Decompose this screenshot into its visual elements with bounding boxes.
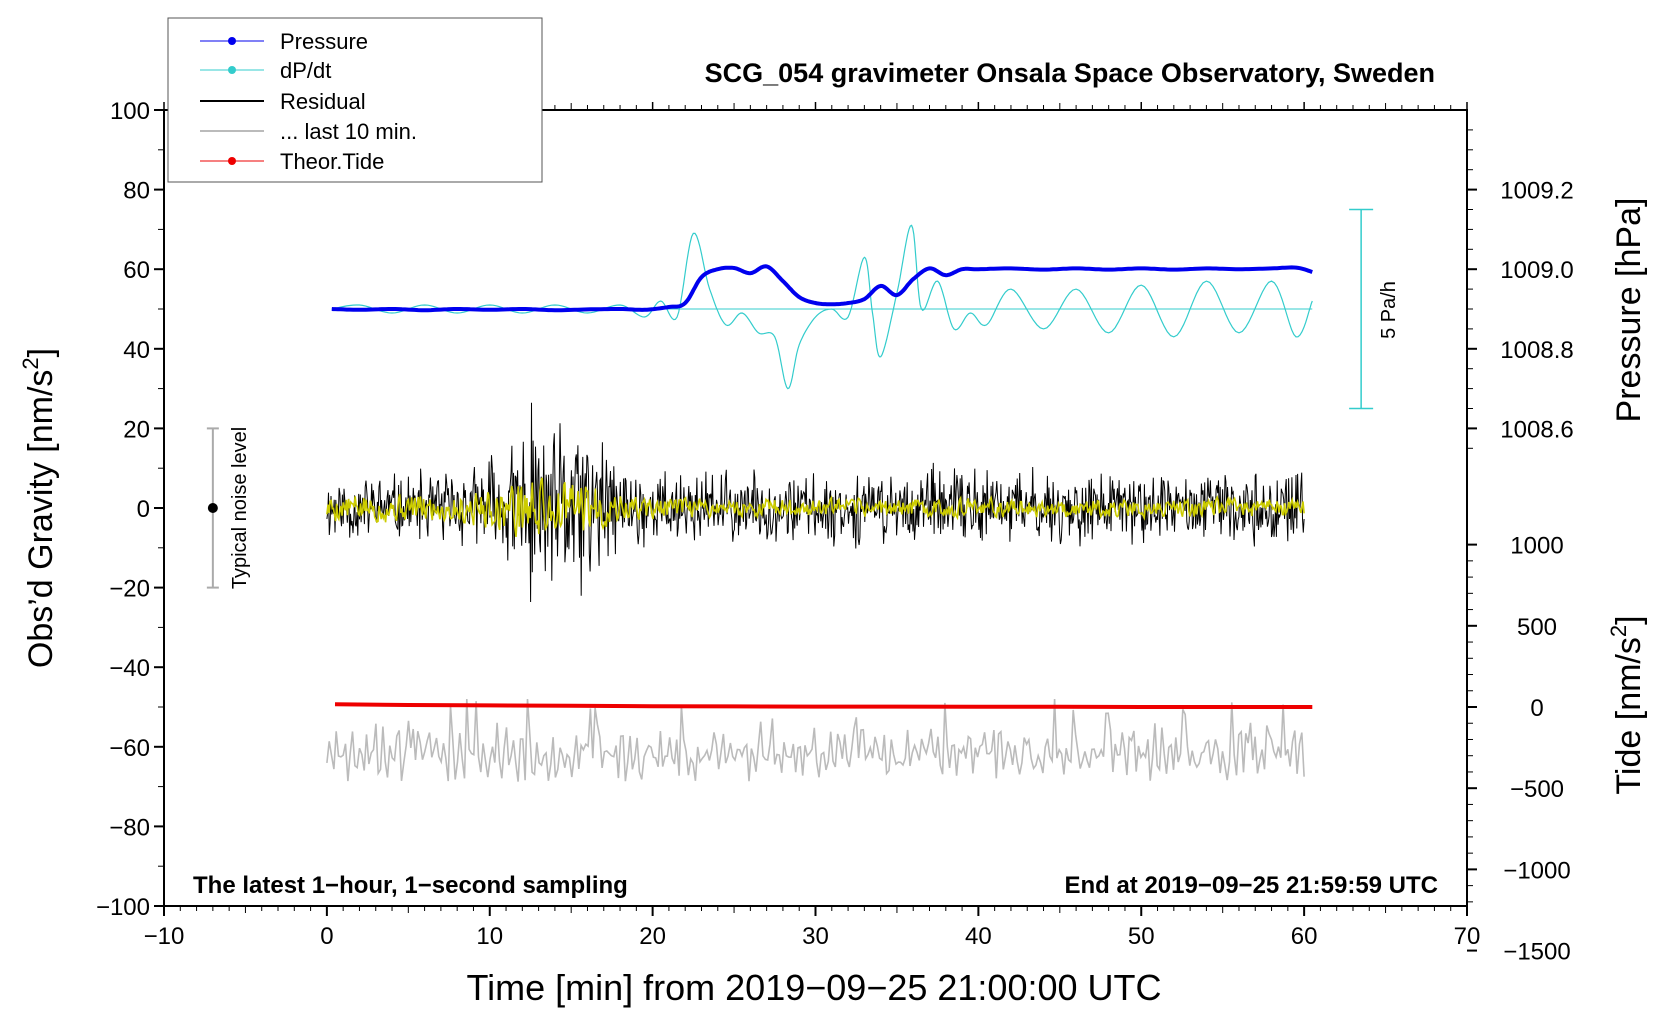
- pressure-tick-label: 1009.2: [1500, 178, 1573, 205]
- y-axis-label-tide: Tide [nm/s2]: [1606, 615, 1648, 794]
- legend-label-tide: Theor.Tide: [280, 149, 384, 174]
- y-tick-label: 100: [110, 98, 150, 125]
- footer-left-annotation: The latest 1−hour, 1−second sampling: [193, 872, 628, 899]
- x-tick-label: 30: [802, 923, 829, 950]
- y-tick-label: 40: [123, 337, 150, 364]
- legend-dot-dpdt: [228, 66, 236, 74]
- y-tick-label: 80: [123, 178, 150, 205]
- x-tick-label: −10: [144, 923, 185, 950]
- y-label-tide-sup: 2: [1606, 625, 1631, 637]
- legend-label-dpdt: dP/dt: [280, 58, 331, 83]
- y-tick-label: 0: [137, 496, 150, 523]
- tide-tick-label: −1500: [1503, 939, 1570, 966]
- y-label-tide-main: Tide [nm/s: [1610, 637, 1648, 794]
- tide-tick-label: 500: [1517, 614, 1557, 641]
- dpdt-line: [331, 224, 1313, 390]
- noise-bar-marker: [207, 503, 218, 513]
- y-tick-label: −60: [109, 735, 150, 762]
- x-tick-label: 0: [320, 923, 333, 950]
- y-label-tide-end: ]: [1610, 615, 1648, 624]
- tide-tick-label: 1000: [1510, 533, 1563, 560]
- last-10-min-line: [326, 698, 1305, 782]
- legend-label-last10: ... last 10 min.: [280, 119, 417, 144]
- x-tick-label: 10: [476, 923, 503, 950]
- y-tick-label: 20: [123, 416, 150, 443]
- x-tick-label: 60: [1291, 923, 1318, 950]
- y-tick-label: −80: [109, 814, 150, 841]
- noise-level-label: Typical noise level: [229, 427, 251, 589]
- y-axis-label-pressure: Pressure [hPa]: [1610, 198, 1648, 423]
- footer-right-annotation: End at 2019−09−25 21:59:59 UTC: [1064, 872, 1438, 899]
- data-layer: [206, 208, 1374, 782]
- legend-label-residual: Residual: [280, 89, 366, 114]
- legend-dot-pressure: [228, 37, 236, 45]
- legend-dot-tide: [228, 157, 236, 165]
- x-axis-label: Time [min] from 2019−09−25 21:00:00 UTC: [466, 967, 1161, 1008]
- y-tick-label: 60: [123, 257, 150, 284]
- y-label-left-end: ]: [22, 348, 60, 357]
- y-tick-label: −40: [109, 655, 150, 682]
- x-tick-label: 20: [639, 923, 666, 950]
- pressure-tick-label: 1008.8: [1500, 337, 1573, 364]
- y-tick-label: −100: [96, 894, 150, 921]
- tide-line: [334, 702, 1313, 709]
- pressure-tick-label: 1008.6: [1500, 416, 1573, 443]
- x-tick-label: 70: [1454, 923, 1481, 950]
- smoothed-residual-line: [326, 477, 1305, 537]
- x-tick-label: 50: [1128, 923, 1155, 950]
- scale-bar-label: 5 Pa/h: [1378, 281, 1400, 339]
- y-tick-label: −20: [109, 576, 150, 603]
- tide-tick-label: 0: [1530, 695, 1543, 722]
- y-label-left-main: Obs’d Gravity [nm/s: [22, 370, 60, 669]
- x-tick-label: 40: [965, 923, 992, 950]
- legend: Pressure dP/dt Residual ... last 10 min.…: [167, 17, 543, 183]
- tide-tick-label: −500: [1510, 776, 1564, 803]
- chart-title: SCG_054 gravimeter Onsala Space Observat…: [705, 58, 1435, 88]
- legend-label-pressure: Pressure: [280, 29, 368, 54]
- y-axis-label-left: Obs’d Gravity [nm/s2]: [18, 348, 60, 668]
- pressure-line: [331, 264, 1314, 313]
- pressure-tick-label: 1009.0: [1500, 257, 1573, 284]
- plot-frame: [163, 109, 1468, 907]
- tide-tick-label: −1000: [1503, 857, 1570, 884]
- y-label-left-sup: 2: [18, 357, 43, 369]
